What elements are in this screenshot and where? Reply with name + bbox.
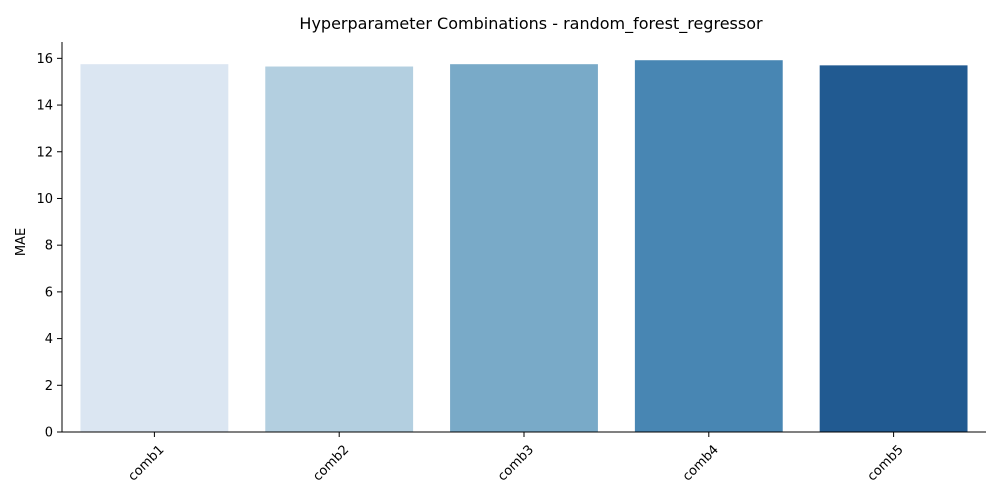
y-tick-label: 6 [45, 285, 53, 300]
bar-comb1 [80, 64, 229, 432]
bar-comb3 [450, 64, 598, 432]
x-tick-label-comb4: comb4 [680, 442, 722, 484]
x-ticks-group: comb1 comb2 comb3 comb4 comb5 [126, 432, 907, 484]
chart-title: Hyperparameter Combinations - random_for… [299, 14, 763, 34]
y-tick-label: 12 [36, 145, 53, 160]
y-tick-label: 8 [45, 239, 53, 254]
bar-comb5 [819, 65, 968, 432]
bar-comb2 [265, 66, 414, 432]
x-tick-label-comb3: comb3 [495, 442, 537, 484]
y-tick-label: 10 [36, 192, 53, 207]
y-tick-label: 16 [36, 52, 53, 67]
x-tick-label-comb1: comb1 [126, 442, 168, 484]
y-axis-label: MAE [14, 228, 29, 256]
bars-group [80, 60, 968, 432]
y-tick-label: 4 [45, 332, 53, 347]
x-tick-label-comb5: comb5 [865, 442, 907, 484]
y-tick-label: 2 [45, 379, 53, 394]
y-ticks-group: 0 2 4 6 8 10 12 14 16 [36, 52, 62, 441]
bar-comb4 [634, 60, 783, 432]
y-tick-label: 14 [36, 99, 53, 114]
x-tick-label-comb2: comb2 [310, 442, 352, 484]
y-tick-label: 0 [45, 426, 53, 441]
